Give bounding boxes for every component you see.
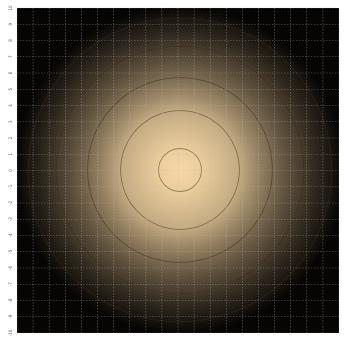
contour-ring-2	[120, 110, 240, 230]
contour-ring-3	[87, 77, 273, 263]
contour-ring-4	[55, 45, 305, 295]
y-tick-label: 0	[8, 169, 13, 172]
y-tick-label: 7	[8, 55, 13, 58]
y-tick-label: -9	[8, 314, 13, 318]
y-tick-label: 6	[8, 71, 13, 74]
grid-lines	[16, 7, 340, 334]
y-tick-label: 9	[8, 23, 13, 26]
y-tick-label: -5	[8, 249, 13, 253]
y-tick-label: 10	[8, 5, 13, 11]
y-tick-label: 2	[8, 136, 13, 139]
y-tick-label: -7	[8, 282, 13, 286]
contour-ring-5	[27, 17, 333, 323]
y-tick-label: -1	[8, 184, 13, 188]
y-tick-label: 3	[8, 120, 13, 123]
y-tick-label: 4	[8, 104, 13, 107]
contour-ring-1	[158, 148, 202, 192]
y-tick-label: 5	[8, 88, 13, 91]
y-tick-label: -10	[8, 329, 13, 336]
y-tick-label: -2	[8, 201, 13, 205]
y-tick-label: -6	[8, 266, 13, 270]
y-tick-label: 8	[8, 39, 13, 42]
y-tick-label: 1	[8, 153, 13, 156]
y-tick-label: -3	[8, 217, 13, 221]
y-tick-label: -8	[8, 298, 13, 302]
contour-rings	[27, 17, 333, 323]
y-tick-label: -4	[8, 233, 13, 237]
